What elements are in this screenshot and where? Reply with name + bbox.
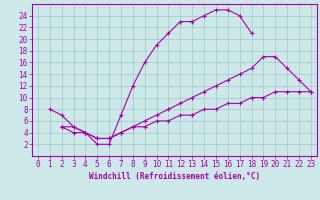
X-axis label: Windchill (Refroidissement éolien,°C): Windchill (Refroidissement éolien,°C)	[89, 172, 260, 181]
